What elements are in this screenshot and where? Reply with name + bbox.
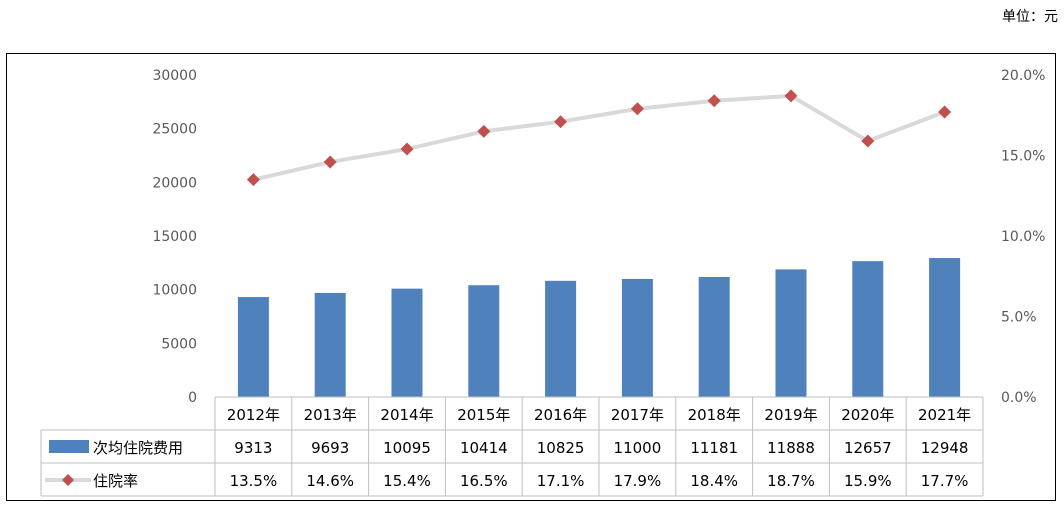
bar-value-label: 12948 [921,439,969,457]
category-label: 2020年 [841,406,894,424]
category-label: 2015年 [457,406,510,424]
rate-point-2 [400,142,414,156]
rate-value-label: 17.7% [921,472,969,490]
rate-value-label: 16.5% [460,472,508,490]
category-label: 2019年 [764,406,817,424]
category-label: 2018年 [688,406,741,424]
bar-4 [545,280,577,397]
y-right-tick-label: 10.0% [1001,229,1045,245]
y-left-tick-label: 0 [188,390,197,406]
category-label: 2014年 [380,406,433,424]
bar-2 [391,288,423,397]
rate-point-5 [630,102,644,116]
bar-value-label: 9313 [234,439,272,457]
y-right-tick-label: 15.0% [1001,149,1045,165]
category-label: 2013年 [304,406,357,424]
bar-value-label: 10825 [537,439,585,457]
rate-point-7 [784,89,798,103]
y-left-tick-label: 20000 [152,175,197,191]
y-left-tick-label: 15000 [152,229,197,245]
bar-7 [775,269,807,397]
rate-point-6 [707,94,721,108]
bar-value-label: 10095 [383,439,431,457]
y-right-tick-label: 5.0% [1001,310,1037,326]
bar-value-label: 11000 [614,439,662,457]
rate-value-label: 14.6% [306,472,354,490]
y-left-tick-label: 5000 [161,336,197,352]
y-right-tick-label: 0.0% [1001,390,1037,406]
category-label: 2017年 [611,406,664,424]
legend-bar-key [49,440,89,453]
rate-point-0 [246,173,260,187]
rate-value-label: 13.5% [230,472,278,490]
bar-5 [621,278,653,397]
rate-value-label: 18.7% [767,472,815,490]
rate-line [252,93,946,182]
y-left-tick-label: 25000 [152,122,197,138]
bar-3 [468,285,500,397]
bar-value-label: 11888 [767,439,815,457]
y-left-tick-label: 30000 [152,68,197,84]
bar-1 [314,292,346,397]
rate-value-label: 17.9% [614,472,662,490]
category-label: 2021年 [918,406,971,424]
bar-value-label: 9693 [311,439,349,457]
rate-point-8 [861,134,875,148]
rate-value-label: 15.4% [383,472,431,490]
rate-value-label: 15.9% [844,472,892,490]
rate-point-3 [477,124,491,138]
rate-value-label: 18.4% [690,472,738,490]
unit-label: 单位：元 [1002,9,1058,25]
rate-point-1 [323,155,337,169]
legend-line-label: 住院率 [93,472,138,490]
bar-9 [929,258,961,397]
chart-frame: 0 5000 10000 15000 20000 25000 30000 0.0% 5.0% 10… [6,53,1056,501]
bar-8 [852,261,884,397]
bar-value-label: 10414 [460,439,508,457]
category-label: 2012年 [227,406,280,424]
rate-point-4 [554,115,568,129]
y-left-tick-label: 10000 [152,283,197,299]
category-label: 2016年 [534,406,587,424]
rate-value-label: 17.1% [537,472,585,490]
bar-value-label: 11181 [690,439,738,457]
y-right-tick-label: 20.0% [1001,68,1045,84]
rate-point-9 [938,105,952,119]
chart-svg: 0 5000 10000 15000 20000 25000 30000 0.0% 5.0% 10… [40,68,1045,497]
bar-0 [237,297,269,397]
legend-bar-label: 次均住院费用 [93,439,183,457]
bar-value-label: 12657 [844,439,892,457]
bar-6 [698,276,730,397]
legend-line-marker [62,474,74,486]
